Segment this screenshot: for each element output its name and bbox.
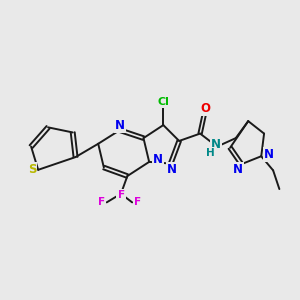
- Text: N: N: [115, 118, 125, 132]
- Text: N: N: [211, 138, 221, 151]
- Text: F: F: [98, 197, 105, 207]
- Text: N: N: [167, 163, 177, 176]
- Text: N: N: [153, 153, 163, 166]
- Text: H: H: [206, 148, 214, 158]
- Text: F: F: [134, 197, 141, 207]
- Text: F: F: [118, 190, 125, 200]
- Text: Cl: Cl: [158, 97, 169, 107]
- Text: N: N: [233, 163, 243, 176]
- Text: O: O: [200, 102, 210, 115]
- Text: N: N: [264, 148, 274, 161]
- Text: S: S: [28, 163, 36, 176]
